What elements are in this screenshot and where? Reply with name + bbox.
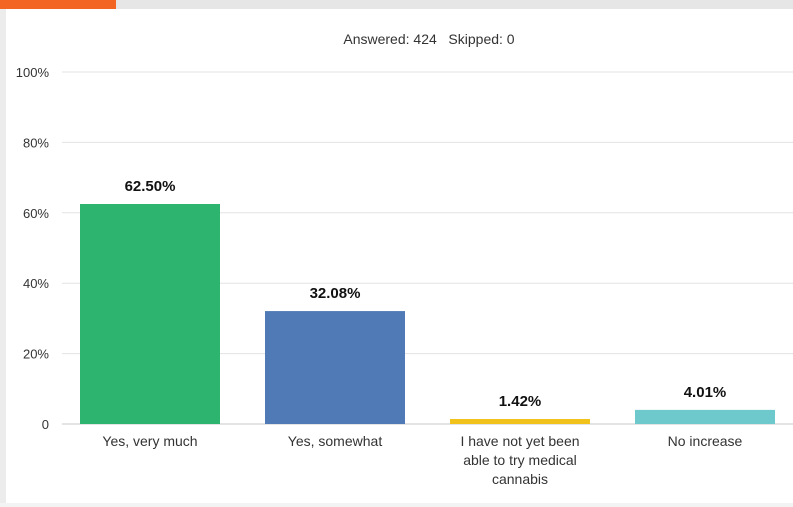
bar (450, 419, 590, 424)
y-tick-label: 0 (42, 417, 49, 432)
header-accent-tab (0, 0, 116, 9)
y-tick-label: 100% (16, 65, 50, 80)
bar (265, 311, 405, 424)
data-label: 4.01% (684, 384, 727, 401)
category-label: No increase (668, 433, 743, 449)
bar (635, 409, 775, 424)
bottom-rail (0, 503, 793, 507)
category-label: Yes, somewhat (288, 433, 383, 449)
header-band (0, 0, 793, 9)
data-label: 1.42% (499, 393, 542, 410)
data-label: 62.50% (125, 178, 176, 195)
response-stats: Answered: 424 Skipped: 0 (343, 31, 515, 47)
y-tick-label: 60% (23, 206, 49, 221)
bar (80, 204, 220, 424)
data-label: 32.08% (310, 285, 361, 302)
category-label: Yes, very much (102, 433, 197, 449)
category-label: I have not yet been able to try medical ca… (460, 433, 579, 487)
y-tick-label: 20% (23, 347, 49, 362)
left-rail (0, 9, 6, 507)
y-tick-label: 40% (23, 276, 49, 291)
y-tick-label: 80% (23, 135, 49, 150)
